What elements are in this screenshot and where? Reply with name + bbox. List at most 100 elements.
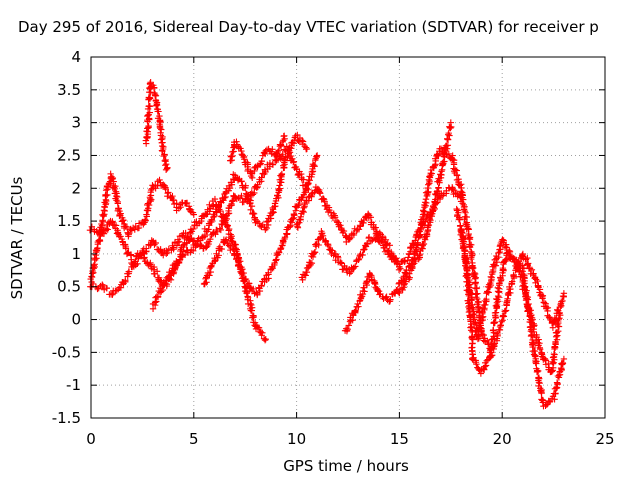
data-point-marker xyxy=(527,332,535,340)
data-point-marker xyxy=(223,236,230,243)
data-point-marker xyxy=(315,186,323,194)
data-point-marker xyxy=(313,153,320,160)
data-point-marker xyxy=(93,245,101,253)
y-tick-label: -1 xyxy=(66,376,81,394)
y-axis-label: SDTVAR / TECUs xyxy=(8,176,26,299)
data-point-marker xyxy=(410,255,418,262)
data-point-marker xyxy=(346,235,354,242)
data-point-marker xyxy=(393,255,400,262)
data-point-marker xyxy=(426,174,434,181)
data-point-marker xyxy=(90,262,97,269)
data-point-marker xyxy=(279,237,287,244)
data-point-marker xyxy=(147,242,154,249)
data-point-marker xyxy=(503,244,510,251)
data-point-marker xyxy=(428,210,435,218)
data-point-marker xyxy=(243,192,251,200)
data-point-marker xyxy=(495,326,503,334)
data-point-marker xyxy=(212,205,219,213)
data-point-marker xyxy=(268,209,276,217)
data-point-marker xyxy=(355,303,362,310)
data-point-marker xyxy=(534,368,541,375)
data-point-marker xyxy=(206,208,213,215)
y-tick-label: 3 xyxy=(71,114,81,132)
data-point-marker xyxy=(122,245,130,252)
data-point-marker xyxy=(416,232,423,239)
data-point-marker xyxy=(183,199,190,207)
data-point-marker xyxy=(450,187,458,194)
data-point-marker xyxy=(207,235,214,243)
data-point-marker xyxy=(439,150,447,157)
data-point-marker xyxy=(117,284,125,291)
data-point-marker xyxy=(387,296,394,303)
data-point-marker xyxy=(250,210,258,218)
data-point-marker xyxy=(380,244,387,251)
data-point-marker xyxy=(162,280,169,287)
data-point-marker xyxy=(160,251,167,259)
data-point-marker xyxy=(355,256,362,264)
data-point-marker xyxy=(154,293,162,300)
data-point-marker xyxy=(248,202,256,210)
data-point-marker xyxy=(303,145,311,153)
data-point-marker xyxy=(512,256,520,264)
data-point-marker xyxy=(468,248,475,256)
data-point-marker xyxy=(159,145,167,153)
data-point-marker xyxy=(145,103,152,110)
data-point-marker xyxy=(425,181,432,188)
y-tick-label: 1 xyxy=(71,245,81,263)
y-tick-label: 0.5 xyxy=(57,278,81,296)
data-point-marker xyxy=(224,222,231,229)
data-point-marker xyxy=(552,339,559,347)
data-point-marker xyxy=(435,152,442,160)
data-point-marker xyxy=(150,263,158,271)
data-point-marker xyxy=(247,307,255,314)
data-point-marker xyxy=(484,288,491,296)
data-point-marker xyxy=(424,222,432,230)
y-tick-label: 2.5 xyxy=(57,146,81,164)
data-point-marker xyxy=(480,331,487,339)
data-point-marker xyxy=(365,233,373,241)
series-sat-f xyxy=(200,185,311,299)
data-point-marker xyxy=(460,244,467,252)
data-point-marker xyxy=(518,273,526,280)
data-point-marker xyxy=(242,184,249,192)
data-point-marker xyxy=(131,226,138,233)
y-tick-label: 1.5 xyxy=(57,212,81,230)
data-point-marker xyxy=(123,223,131,231)
data-point-marker xyxy=(444,131,452,138)
data-point-marker xyxy=(300,191,307,198)
data-point-marker xyxy=(94,285,101,293)
x-tick-label: 25 xyxy=(595,430,614,448)
data-point-marker xyxy=(134,255,142,262)
data-point-marker xyxy=(258,174,265,181)
data-point-marker xyxy=(522,256,530,263)
data-point-marker xyxy=(422,202,429,209)
data-point-marker xyxy=(102,186,110,194)
data-point-marker xyxy=(277,244,285,252)
data-point-marker xyxy=(553,384,560,391)
data-point-marker xyxy=(560,290,568,297)
data-point-marker xyxy=(482,362,490,369)
data-point-marker xyxy=(238,177,245,185)
data-point-marker xyxy=(470,264,477,272)
data-point-marker xyxy=(352,308,359,315)
data-point-marker xyxy=(397,265,404,272)
data-point-marker xyxy=(510,273,518,280)
data-point-marker xyxy=(467,324,474,331)
data-point-marker xyxy=(531,274,539,282)
data-point-marker xyxy=(367,237,375,245)
data-point-marker xyxy=(202,275,209,283)
data-point-marker xyxy=(143,128,150,135)
data-point-marker xyxy=(281,235,288,243)
data-point-marker xyxy=(451,166,459,173)
x-tick-label: 20 xyxy=(493,430,512,448)
data-point-marker xyxy=(266,159,274,167)
data-point-marker xyxy=(520,264,528,272)
data-point-marker xyxy=(307,261,314,268)
data-point-marker xyxy=(134,260,141,268)
data-point-marker xyxy=(349,317,356,324)
data-point-marker xyxy=(431,162,439,169)
data-point-marker xyxy=(249,209,257,217)
data-point-marker xyxy=(325,242,332,250)
data-point-marker xyxy=(281,132,288,139)
data-point-marker xyxy=(225,182,233,190)
